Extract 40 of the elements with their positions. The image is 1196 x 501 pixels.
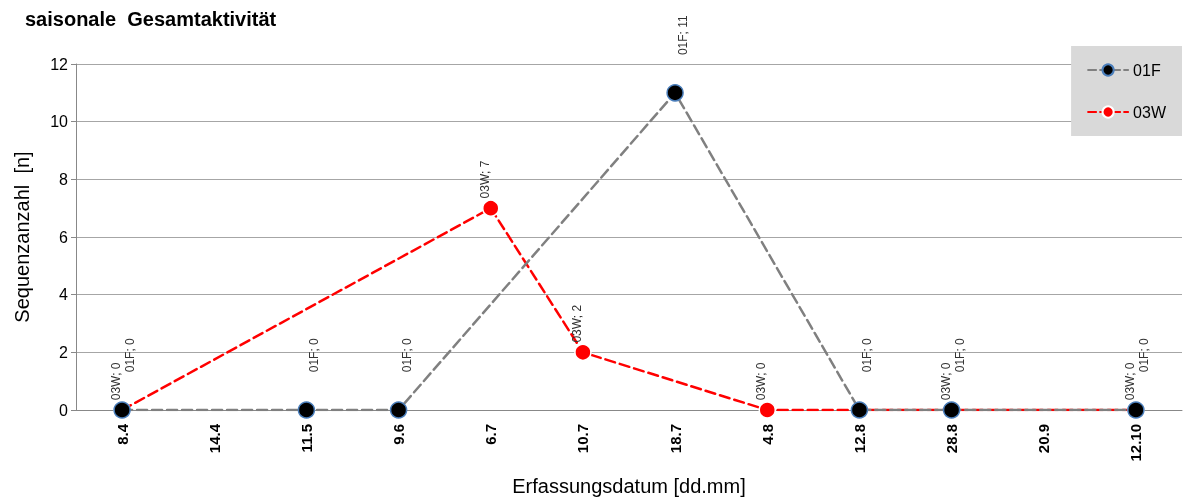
point [574, 343, 592, 362]
x-tick-label: 4.8 [758, 424, 776, 445]
data-label: 01F; 0 [860, 337, 875, 373]
x-tick-label: 12.8 [850, 424, 868, 454]
x-tick-label: 20.9 [1035, 424, 1053, 454]
y-tick-label: 4 [59, 286, 69, 304]
x-tick-label: 18.7 [666, 424, 684, 454]
data-label: 01F; 0 [399, 337, 414, 373]
data-label: 03W; 2 [569, 304, 584, 343]
legend-label: 03W [1133, 103, 1167, 121]
data-label: 01F; 0 [952, 337, 967, 373]
x-tick-label: 11.5 [297, 424, 315, 453]
x-tick-label: 6.7 [482, 424, 500, 445]
legend-label: 01F [1133, 61, 1161, 79]
x-tick-label: 8.4 [113, 423, 131, 445]
data-label: 03W; 0 [109, 362, 124, 401]
y-tick-label: 12 [50, 55, 69, 73]
data-label: 01F; 0 [123, 337, 138, 373]
x-tick-label: 14.4 [205, 423, 223, 454]
x-tick-label: 12.10 [1127, 424, 1145, 462]
x-tick-label: 28.8 [943, 424, 961, 454]
y-tick-label: 8 [59, 170, 69, 188]
y-tick-label: 2 [59, 343, 69, 361]
data-label: 01F; 11 [676, 14, 691, 56]
data-label: 01F; 0 [1136, 337, 1151, 373]
x-tick-label: 10.7 [574, 424, 592, 454]
y-tick-label: 0 [59, 401, 69, 419]
y-axis-title: Sequenzanzahl [n] [11, 151, 33, 323]
y-tick-label: 10 [50, 113, 69, 131]
data-label: 03W; 0 [938, 362, 953, 401]
data-label: 03W; 7 [477, 160, 492, 199]
data-label: 03W; 0 [754, 362, 769, 401]
y-tick-label: 6 [59, 228, 69, 246]
chart-title: saisonale Gesamtaktivität [25, 8, 277, 30]
point [758, 401, 776, 419]
x-tick-label: 9.6 [390, 424, 408, 445]
data-label: 03W; 0 [1122, 362, 1137, 401]
data-label: 01F; 0 [307, 337, 322, 373]
point [482, 199, 500, 217]
x-axis-title: Erfassungsdatum [dd.mm] [512, 475, 746, 497]
